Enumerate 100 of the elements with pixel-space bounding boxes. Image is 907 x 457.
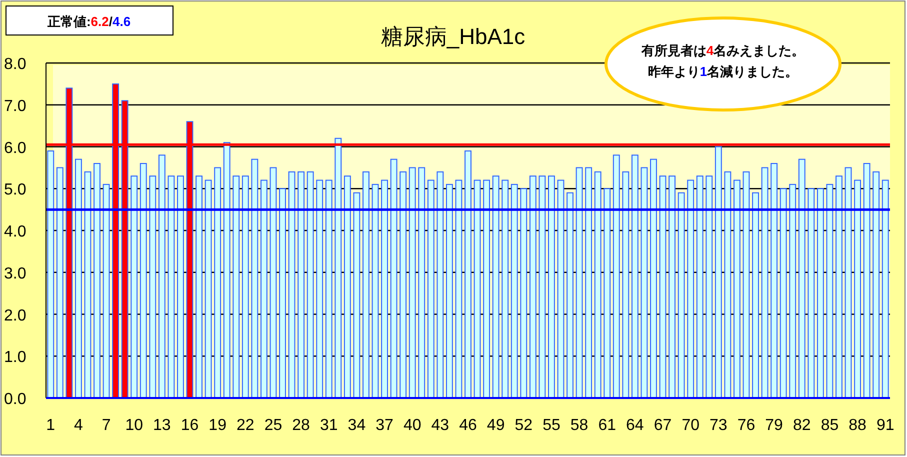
bar bbox=[687, 180, 694, 398]
y-tick-label: 0.0 bbox=[4, 391, 26, 408]
bar bbox=[502, 180, 509, 398]
bar bbox=[158, 154, 166, 398]
x-tick-label: 40 bbox=[403, 417, 422, 434]
bar bbox=[362, 171, 370, 398]
bar bbox=[640, 167, 648, 398]
x-tick-label: 85 bbox=[820, 417, 839, 434]
x-tick-label: 58 bbox=[570, 417, 588, 434]
y-tick-label: 7.0 bbox=[4, 98, 26, 115]
text: 有所見者は4名みえました。 bbox=[640, 43, 805, 58]
bar bbox=[492, 176, 500, 398]
bar bbox=[612, 154, 620, 398]
bar bbox=[270, 167, 277, 398]
text: 正常値:6.2/4.6 bbox=[46, 14, 131, 29]
bar bbox=[752, 192, 759, 398]
x-tick-label: 22 bbox=[236, 417, 254, 434]
x-tick-label: 88 bbox=[848, 417, 867, 434]
bar bbox=[455, 180, 462, 398]
bar bbox=[140, 163, 147, 398]
bar bbox=[678, 192, 685, 398]
x-tick-label: 76 bbox=[737, 417, 756, 434]
bar bbox=[714, 146, 722, 398]
x-tick-label: 46 bbox=[459, 417, 477, 434]
x-tick-label: 28 bbox=[292, 417, 310, 434]
bar bbox=[334, 138, 342, 398]
x-tick-label: 64 bbox=[626, 417, 644, 434]
bar bbox=[566, 192, 574, 398]
bar bbox=[789, 184, 796, 398]
bar bbox=[474, 180, 481, 398]
y-tick-label: 8.0 bbox=[4, 56, 26, 73]
bar bbox=[826, 184, 834, 398]
bar bbox=[353, 192, 360, 398]
bar bbox=[659, 176, 666, 398]
bar bbox=[548, 176, 555, 398]
x-tick-label: 4 bbox=[74, 417, 84, 434]
bar bbox=[706, 176, 713, 398]
bar bbox=[668, 176, 676, 398]
bar bbox=[436, 171, 444, 398]
bar bbox=[204, 180, 212, 398]
bar bbox=[585, 167, 592, 398]
x-tick-label: 67 bbox=[654, 417, 672, 434]
x-tick-label: 91 bbox=[876, 417, 894, 434]
bar bbox=[604, 188, 611, 398]
bar bbox=[84, 171, 92, 398]
x-tick-label: 19 bbox=[208, 417, 227, 434]
chart-title: 糖尿病_HbA1c bbox=[380, 24, 526, 49]
bar bbox=[232, 176, 240, 398]
y-tick-label: 2.0 bbox=[4, 307, 26, 324]
y-tick-label: 1.0 bbox=[4, 349, 26, 366]
bar bbox=[372, 184, 379, 398]
bar bbox=[390, 158, 398, 398]
x-tick-label: 79 bbox=[765, 417, 784, 434]
y-tick-label: 6.0 bbox=[4, 140, 26, 157]
bar bbox=[770, 163, 778, 398]
bar bbox=[196, 176, 202, 398]
x-tick-label: 61 bbox=[598, 417, 616, 434]
bar bbox=[418, 167, 426, 398]
x-tick-label: 7 bbox=[102, 417, 111, 434]
bar bbox=[325, 180, 332, 398]
bar bbox=[538, 176, 546, 398]
x-tick-label: 49 bbox=[486, 417, 505, 434]
x-tick-label: 70 bbox=[682, 417, 700, 434]
bar bbox=[56, 167, 64, 398]
bar bbox=[882, 180, 889, 398]
bar bbox=[344, 176, 351, 398]
bar bbox=[863, 163, 870, 398]
bar bbox=[576, 167, 583, 398]
bar bbox=[381, 180, 388, 398]
bar bbox=[808, 188, 815, 398]
y-tick-label: 5.0 bbox=[4, 182, 26, 199]
x-tick-label: 16 bbox=[180, 417, 199, 434]
bar bbox=[622, 171, 630, 398]
x-tick-label: 52 bbox=[514, 417, 533, 434]
bar bbox=[427, 180, 434, 398]
bar bbox=[816, 188, 824, 398]
x-tick-label: 34 bbox=[348, 417, 366, 434]
x-tick-label: 1 bbox=[46, 417, 56, 434]
bar bbox=[306, 171, 314, 398]
bar bbox=[446, 184, 453, 398]
bar bbox=[251, 158, 258, 398]
bar bbox=[102, 184, 110, 398]
bar bbox=[223, 142, 230, 398]
x-tick-label: 73 bbox=[710, 417, 728, 434]
bar bbox=[279, 188, 286, 398]
bar bbox=[798, 158, 806, 398]
bar bbox=[464, 150, 472, 398]
bar bbox=[288, 171, 296, 398]
bar bbox=[734, 180, 740, 398]
bar bbox=[298, 171, 305, 398]
bar bbox=[400, 171, 407, 398]
x-tick-label: 10 bbox=[125, 417, 144, 434]
bar bbox=[529, 176, 536, 398]
bar bbox=[724, 171, 732, 398]
y-tick-label: 4.0 bbox=[4, 224, 26, 240]
bar bbox=[74, 158, 82, 398]
x-tick-label: 25 bbox=[264, 417, 282, 434]
bar bbox=[844, 167, 852, 398]
x-tick-label: 37 bbox=[376, 417, 394, 434]
bar bbox=[168, 176, 175, 398]
